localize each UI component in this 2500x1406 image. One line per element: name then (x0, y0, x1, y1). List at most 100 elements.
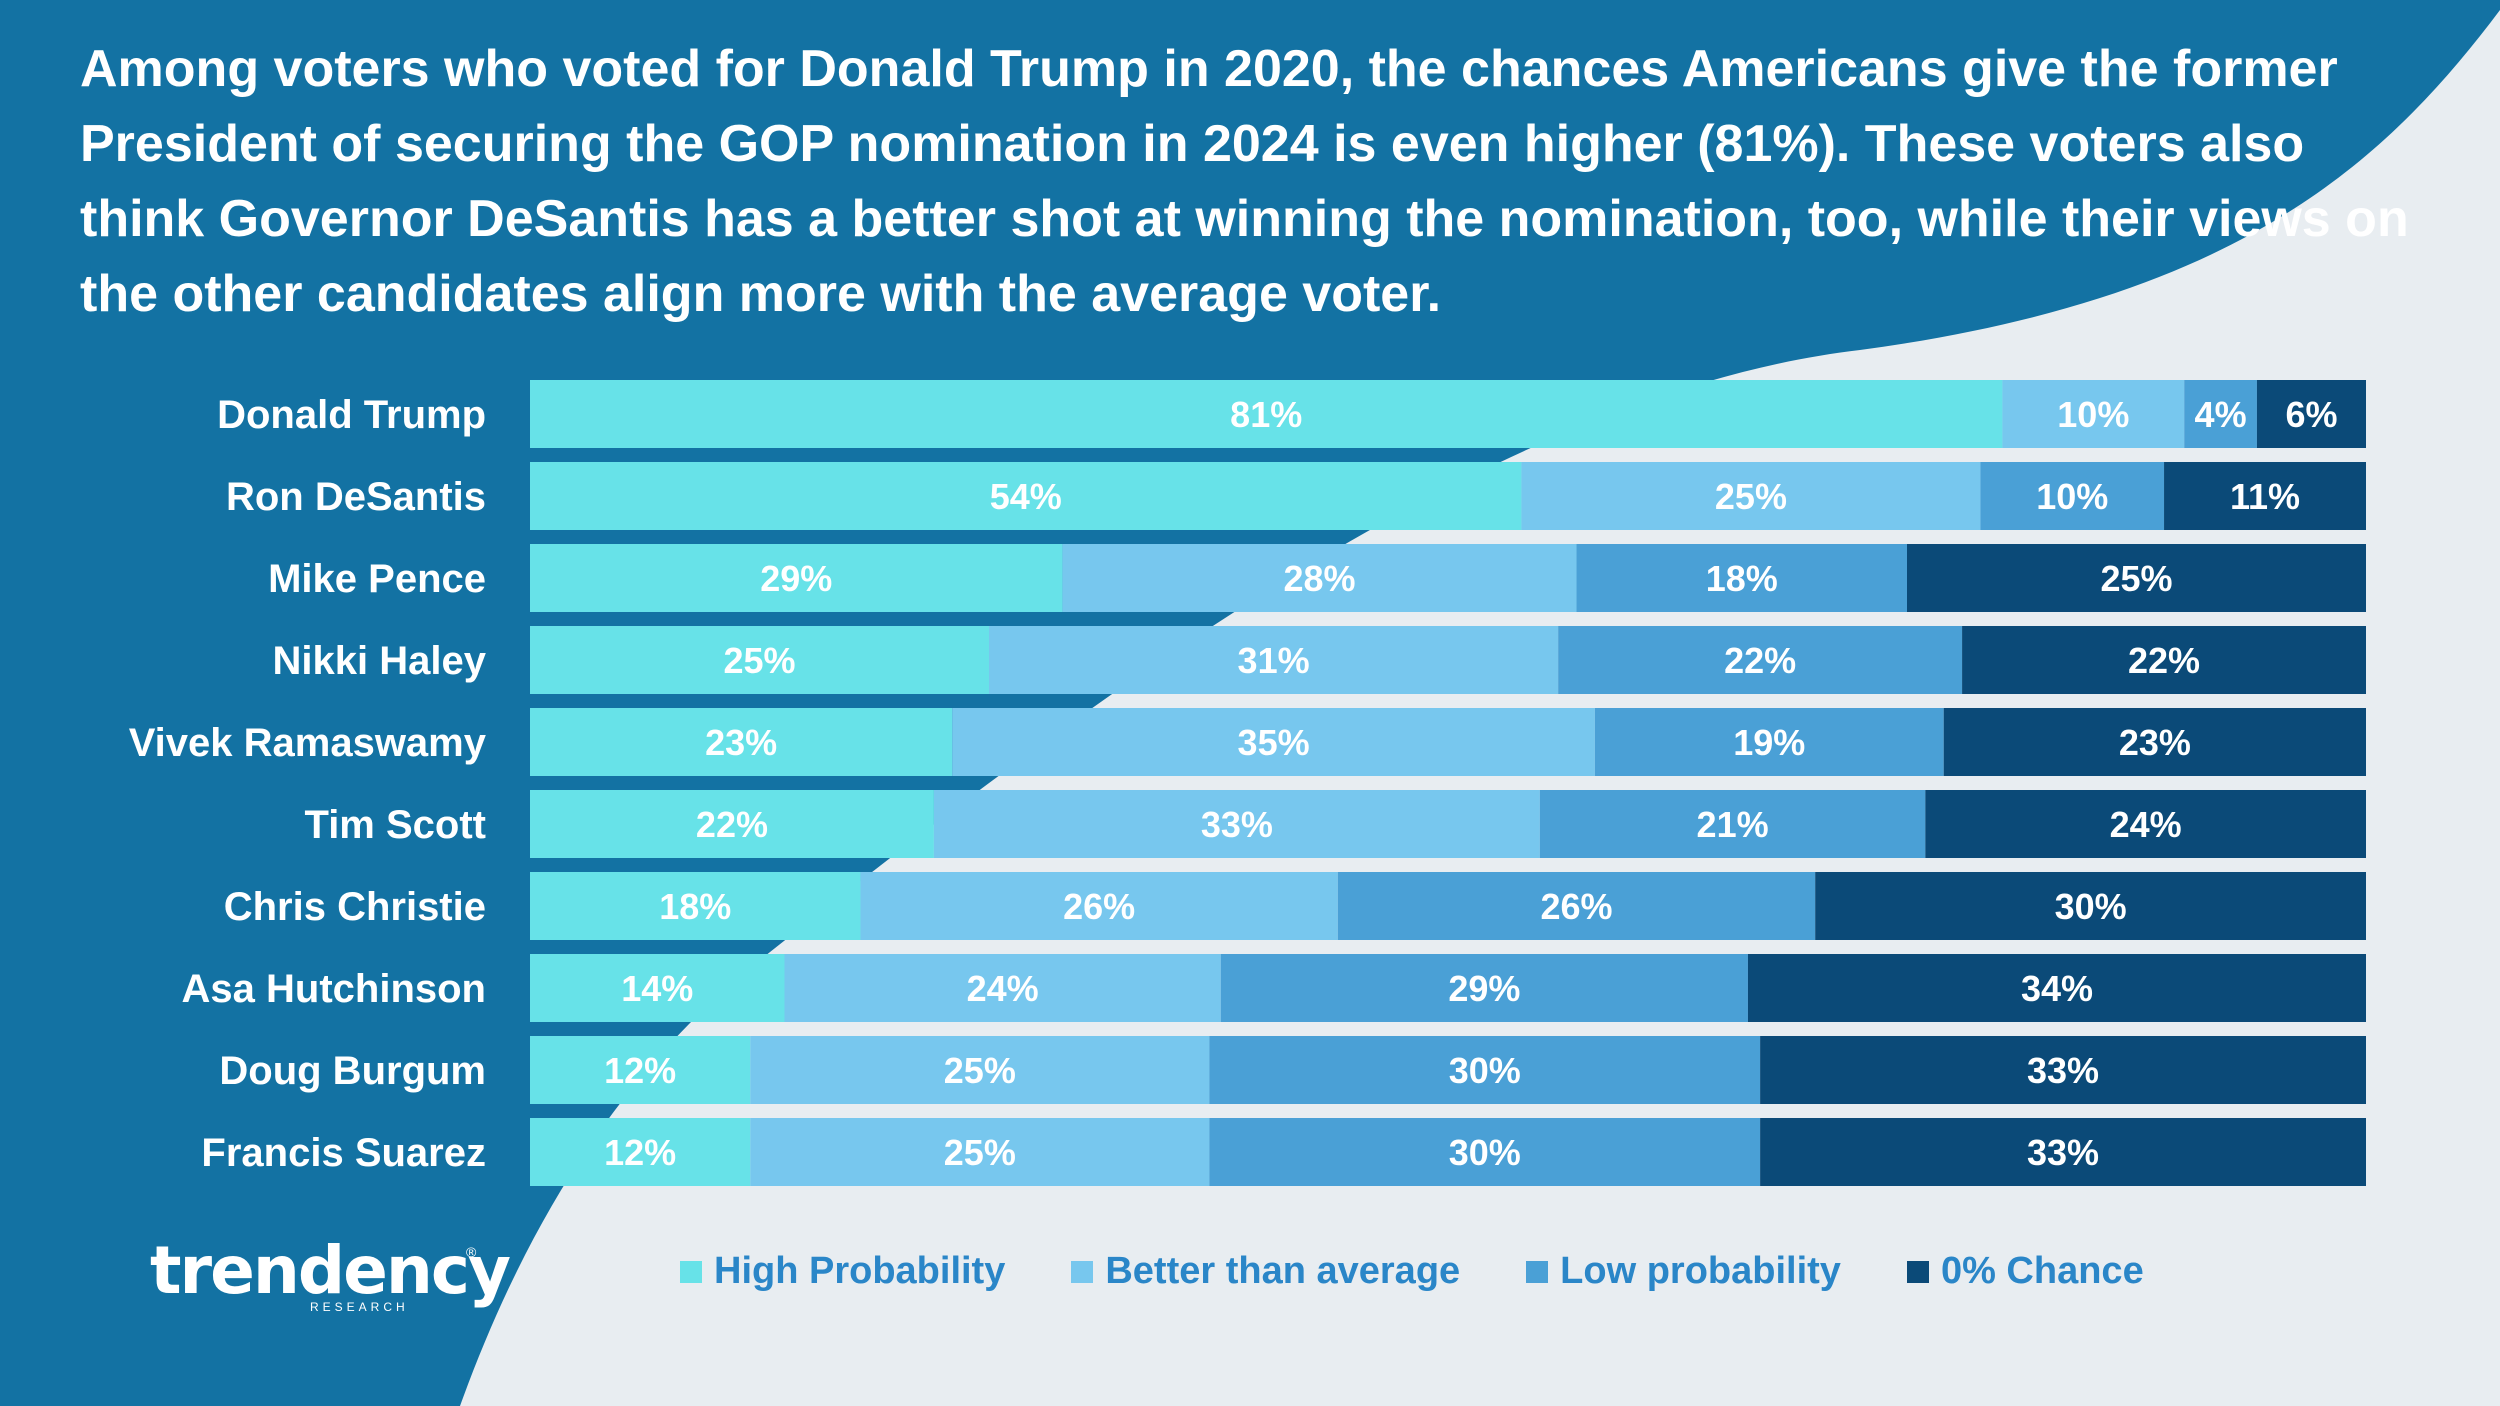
bar-segment-nikki-haley-better-than-average (989, 626, 1559, 694)
bar-segment-mike-pence-0-chance (1907, 544, 2366, 612)
bar-segment-ron-desantis-high-probability (530, 462, 1522, 530)
data-label-donald-trump-0-chance: 6% (2285, 394, 2337, 435)
bar-segment-francis-suarez-better-than-average (750, 1118, 1210, 1186)
data-label-mike-pence-better-than-average: 28% (1283, 558, 1355, 599)
data-label-doug-burgum-better-than-average: 25% (944, 1050, 1016, 1091)
bar-segment-doug-burgum-better-than-average (750, 1036, 1210, 1104)
data-label-nikki-haley-better-than-average: 31% (1238, 640, 1310, 681)
bar-segment-mike-pence-high-probability (530, 544, 1063, 612)
logo-registered-mark: ® (466, 1244, 477, 1260)
data-label-chris-christie-high-probability: 18% (659, 886, 731, 927)
data-label-francis-suarez-better-than-average: 25% (944, 1132, 1016, 1173)
bar-segment-nikki-haley-0-chance (1962, 626, 2366, 694)
legend-label-low-probability: Low probability (1560, 1250, 1841, 1292)
category-label-vivek-ramaswamy: Vivek Ramaswamy (129, 721, 487, 765)
data-label-asa-hutchinson-low-probability: 29% (1448, 968, 1520, 1009)
data-label-nikki-haley-low-probability: 22% (1724, 640, 1796, 681)
category-label-nikki-haley: Nikki Haley (273, 639, 487, 683)
data-label-asa-hutchinson-better-than-average: 24% (967, 968, 1039, 1009)
bar-segment-tim-scott-0-chance (1925, 790, 2366, 858)
data-label-mike-pence-high-probability: 29% (760, 558, 832, 599)
logo-wordmark: trendency (150, 1232, 511, 1309)
bar-segment-donald-trump-0-chance (2256, 380, 2366, 448)
data-label-nikki-haley-high-probability: 25% (723, 640, 795, 681)
data-label-nikki-haley-0-chance: 22% (2128, 640, 2200, 681)
bar-segment-ron-desantis-better-than-average (1521, 462, 1981, 530)
bar-segment-mike-pence-low-probability (1576, 544, 1907, 612)
data-label-asa-hutchinson-high-probability: 14% (621, 968, 693, 1009)
bar-segment-vivek-ramaswamy-low-probability (1594, 708, 1944, 776)
bar-segment-doug-burgum-0-chance (1760, 1036, 2366, 1104)
data-label-tim-scott-0-chance: 24% (2110, 804, 2182, 845)
category-label-asa-hutchinson: Asa Hutchinson (182, 967, 486, 1011)
data-label-ron-desantis-high-probability: 54% (990, 476, 1062, 517)
bar-segment-donald-trump-low-probability (2184, 380, 2257, 448)
legend-item-low-probability: Low probability (1526, 1250, 1841, 1293)
headline: Among voters who voted for Donald Trump … (80, 40, 2409, 323)
legend-label-high-probability: High Probability (714, 1250, 1006, 1292)
bar-segment-asa-hutchinson-0-chance (1747, 954, 2366, 1022)
data-label-francis-suarez-high-probability: 12% (604, 1132, 676, 1173)
data-label-francis-suarez-low-probability: 30% (1449, 1132, 1521, 1173)
data-label-ron-desantis-0-chance: 11% (2230, 476, 2300, 517)
data-label-tim-scott-high-probability: 22% (696, 804, 768, 845)
data-label-vivek-ramaswamy-low-probability: 19% (1733, 722, 1805, 763)
bar-segment-francis-suarez-0-chance (1760, 1118, 2366, 1186)
data-label-doug-burgum-high-probability: 12% (604, 1050, 676, 1091)
bar-segment-donald-trump-high-probability (530, 380, 2003, 448)
category-label-doug-burgum: Doug Burgum (219, 1049, 486, 1093)
bar-segment-donald-trump-better-than-average (2002, 380, 2185, 448)
bar-segment-nikki-haley-high-probability (530, 626, 989, 694)
data-label-tim-scott-low-probability: 21% (1697, 804, 1769, 845)
bar-segment-asa-hutchinson-high-probability (530, 954, 785, 1022)
category-label-chris-christie: Chris Christie (224, 885, 486, 929)
bar-segment-doug-burgum-high-probability (530, 1036, 751, 1104)
data-label-chris-christie-0-chance: 30% (2055, 886, 2127, 927)
bar-segment-francis-suarez-high-probability (530, 1118, 751, 1186)
data-label-ron-desantis-better-than-average: 25% (1715, 476, 1787, 517)
legend-label-better-than-average: Better than average (1105, 1250, 1461, 1292)
legend-item-better-than-average: Better than average (1071, 1250, 1460, 1293)
data-label-donald-trump-better-than-average: 10% (2057, 394, 2129, 435)
bar-segment-tim-scott-low-probability (1539, 790, 1926, 858)
data-label-donald-trump-high-probability: 81% (1230, 394, 1302, 435)
bar-segment-asa-hutchinson-better-than-average (784, 954, 1221, 1022)
data-label-mike-pence-0-chance: 25% (2100, 558, 2172, 599)
data-label-vivek-ramaswamy-better-than-average: 35% (1238, 722, 1310, 763)
legend-swatch-better-than-average (1071, 1260, 1094, 1283)
category-label-ron-desantis: Ron DeSantis (226, 475, 486, 519)
data-label-francis-suarez-0-chance: 33% (2027, 1132, 2099, 1173)
data-label-tim-scott-better-than-average: 33% (1201, 804, 1273, 845)
data-label-vivek-ramaswamy-high-probability: 23% (705, 722, 777, 763)
bar-segment-ron-desantis-0-chance (2164, 462, 2366, 530)
data-label-donald-trump-low-probability: 4% (2195, 394, 2247, 435)
bar-segment-chris-christie-better-than-average (860, 872, 1338, 940)
data-label-asa-hutchinson-0-chance: 34% (2021, 968, 2093, 1009)
bar-segment-ron-desantis-low-probability (1980, 462, 2165, 530)
legend: High Probability Better than average Low p… (680, 1250, 2144, 1293)
data-label-mike-pence-low-probability: 18% (1706, 558, 1778, 599)
bar-segment-vivek-ramaswamy-high-probability (530, 708, 953, 776)
bar-segment-mike-pence-better-than-average (1062, 544, 1577, 612)
legend-swatch-0-chance (1906, 1260, 1929, 1283)
category-label-francis-suarez: Francis Suarez (201, 1131, 486, 1175)
bar-segment-doug-burgum-low-probability (1209, 1036, 1761, 1104)
data-label-chris-christie-low-probability: 26% (1540, 886, 1612, 927)
data-label-doug-burgum-low-probability: 30% (1449, 1050, 1521, 1091)
category-label-tim-scott: Tim Scott (304, 803, 486, 847)
data-label-vivek-ramaswamy-0-chance: 23% (2119, 722, 2191, 763)
bar-segment-chris-christie-high-probability (530, 872, 861, 940)
bar-segment-tim-scott-high-probability (530, 790, 934, 858)
category-label-mike-pence: Mike Pence (268, 557, 486, 601)
legend-swatch-low-probability (1526, 1260, 1549, 1283)
data-label-doug-burgum-0-chance: 33% (2027, 1050, 2099, 1091)
legend-item-high-probability: High Probability (680, 1250, 1005, 1293)
legend-item-0-chance: 0% Chance (1906, 1250, 2144, 1293)
bar-segment-vivek-ramaswamy-better-than-average (952, 708, 1595, 776)
bar-segment-chris-christie-low-probability (1337, 872, 1816, 940)
bar-segment-nikki-haley-low-probability (1558, 626, 1963, 694)
trendency-logo: trendency ® RESEARCH (150, 1232, 511, 1322)
data-label-chris-christie-better-than-average: 26% (1063, 886, 1135, 927)
bar-segment-tim-scott-better-than-average (933, 790, 1540, 858)
